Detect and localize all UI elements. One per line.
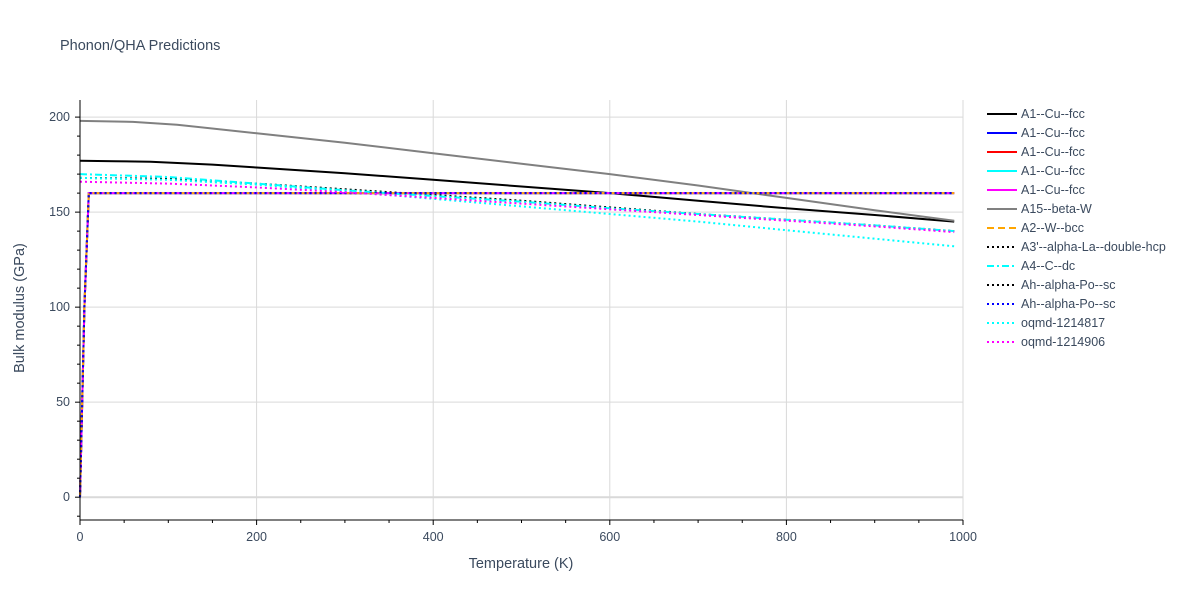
legend-item-label: A1--Cu--fcc	[1021, 145, 1085, 159]
legend-item-label: A3'--alpha-La--double-hcp	[1021, 240, 1166, 254]
legend-item-label: A1--Cu--fcc	[1021, 164, 1085, 178]
legend-item-label: Ah--alpha-Po--sc	[1021, 297, 1115, 311]
series-line	[79, 192, 955, 498]
x-tick-label: 0	[77, 530, 84, 544]
legend-item-label: oqmd-1214817	[1021, 316, 1105, 330]
y-tick-label: 150	[49, 205, 70, 219]
series-line	[79, 192, 955, 498]
series-line	[79, 159, 955, 223]
series-line	[79, 119, 955, 222]
grid	[80, 100, 964, 520]
y-tick-label: 50	[56, 395, 70, 409]
legend-item-label: A1--Cu--fcc	[1021, 107, 1085, 121]
legend-item-label: A1--Cu--fcc	[1021, 126, 1085, 140]
y-tick-label: 0	[63, 490, 70, 504]
y-axis-title: Bulk modulus (GPa)	[12, 243, 28, 373]
plot-area	[79, 119, 955, 498]
legend-item-label: A2--W--bcc	[1021, 221, 1084, 235]
x-tick-label: 400	[423, 530, 444, 544]
legend-item-label: A4--C--dc	[1021, 259, 1075, 273]
x-tick-label: 1000	[949, 530, 977, 544]
series-line	[79, 192, 955, 498]
series-line	[79, 180, 955, 234]
series-line	[79, 192, 955, 498]
x-tick-label: 800	[776, 530, 797, 544]
legend-item-label: A15--beta-W	[1021, 202, 1092, 216]
legend-item-label: oqmd-1214906	[1021, 335, 1105, 349]
x-tick-label: 200	[246, 530, 267, 544]
legend-item-label: Ah--alpha-Po--sc	[1021, 278, 1115, 292]
x-tick-label: 600	[599, 530, 620, 544]
y-tick-label: 100	[49, 300, 70, 314]
axes: 0 200 400 600 800 1000 0 50 100 150 200	[49, 100, 977, 544]
chart-title: Phonon/QHA Predictions	[60, 38, 220, 54]
series-line	[79, 192, 955, 498]
series-line	[79, 192, 955, 498]
y-tick-label: 200	[49, 110, 70, 124]
series-line	[79, 192, 955, 498]
legend-item-label: A1--Cu--fcc	[1021, 183, 1085, 197]
legend: A1--Cu--fcc A1--Cu--fcc A1--Cu--fcc A1--Cu-…	[987, 107, 1166, 349]
x-axis-title: Temperature (K)	[469, 556, 574, 572]
